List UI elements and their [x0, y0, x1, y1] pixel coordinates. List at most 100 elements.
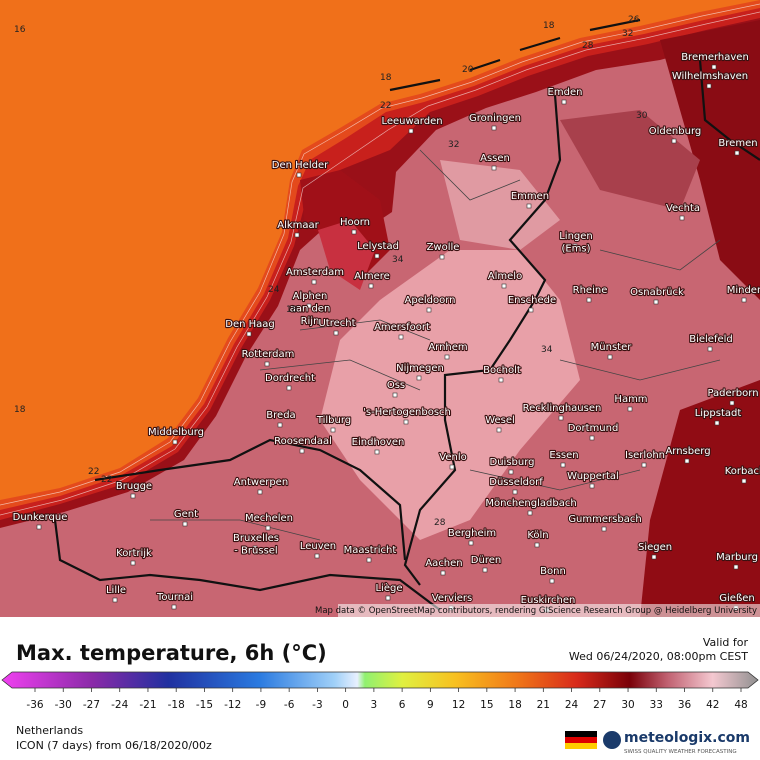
city-label: Lille [106, 585, 126, 596]
city-label: Bonn [540, 566, 566, 577]
colorbar-tick-label: -18 [168, 699, 185, 711]
city-marker [314, 553, 320, 559]
isotherm-label: 18 [14, 405, 26, 415]
city-label: Utrecht [318, 318, 355, 329]
city-label: aan den [290, 304, 331, 315]
city-label: Recklinghausen [523, 403, 602, 414]
city-marker [627, 406, 633, 412]
isotherm-label: 22 [101, 475, 112, 485]
city-marker [277, 422, 283, 428]
colorbar-tick-label: -3 [312, 699, 322, 711]
city-label: Rotterdam [242, 349, 295, 360]
isotherm-label: 30 [636, 111, 648, 121]
colorbar-tick-label: -36 [26, 699, 43, 711]
city-label: Düsseldorf [489, 477, 543, 488]
isotherm-label: 20 [462, 65, 474, 75]
isotherm-label: 18 [380, 73, 392, 83]
city-marker [252, 545, 258, 551]
isotherm-label: 22 [380, 101, 391, 111]
city-marker [607, 354, 613, 360]
city-marker [403, 419, 409, 425]
city-marker [729, 400, 735, 406]
city-label: Gummersbach [568, 514, 641, 525]
city-marker [130, 560, 136, 566]
city-label: Dortmund [568, 423, 619, 434]
slogan: SWISS QUALITY WEATHER FORECASTING [624, 749, 737, 755]
region: Netherlands [16, 724, 83, 737]
city-label: Brugge [116, 481, 152, 492]
city-label: Vechta [666, 203, 700, 214]
city-label: Wilhelmshaven [672, 71, 748, 82]
city-label: Arnsberg [665, 446, 710, 457]
city-marker [491, 125, 497, 131]
colorbar-tick-label: -12 [224, 699, 241, 711]
city-marker [741, 478, 747, 484]
city-label: Wuppertal [567, 471, 619, 482]
colorbar-tick-label: 42 [706, 699, 719, 711]
isotherm-label: 28 [582, 41, 594, 51]
model-run: ICON (7 days) from 06/18/2020/00z [16, 739, 212, 752]
city-marker [527, 510, 533, 516]
city-label: Gießen [719, 593, 754, 604]
city-label: Oss [387, 380, 405, 391]
city-marker [333, 330, 339, 336]
city-marker [706, 83, 712, 89]
city-label: Tilburg [316, 415, 351, 426]
colorbar-tick-label: 6 [399, 699, 406, 711]
city-marker [512, 489, 518, 495]
city-marker [549, 578, 555, 584]
city-label: Amersfoort [374, 322, 430, 333]
city-marker [491, 165, 497, 171]
colorbar-tick-label: -30 [55, 699, 72, 711]
city-marker [439, 254, 445, 260]
valid-time: Wed 06/24/2020, 08:00pm CEST [569, 650, 748, 663]
city-label: Siegen [638, 542, 672, 553]
city-marker [311, 279, 317, 285]
colorbar-tick-label: 33 [650, 699, 663, 711]
city-marker [306, 303, 312, 309]
city-marker [734, 150, 740, 156]
city-label: Liège [375, 582, 402, 594]
colorbar-tick-label: 21 [537, 699, 550, 711]
city-label: Bremerhaven [681, 52, 749, 63]
city-marker [385, 595, 391, 601]
city-label: Roosendaal [274, 436, 332, 447]
city-marker [408, 128, 414, 134]
city-label: Tournai [156, 592, 193, 603]
city-marker [392, 392, 398, 398]
city-label: Hoorn [340, 217, 370, 228]
city-label: Mechelen [245, 513, 293, 524]
city-marker [589, 483, 595, 489]
city-marker [449, 464, 455, 470]
city-label: Den Haag [225, 319, 275, 330]
city-marker [265, 525, 271, 531]
city-marker [468, 540, 474, 546]
city-marker [534, 542, 540, 548]
city-label: Bielefeld [689, 334, 733, 345]
city-label: Apeldoorn [405, 295, 456, 306]
city-label: Bremen [718, 138, 757, 149]
city-marker [501, 283, 507, 289]
city-marker [416, 375, 422, 381]
city-label: Antwerpen [234, 477, 288, 488]
city-label: Venlo [439, 452, 466, 463]
city-label: Verviers [432, 593, 473, 604]
colorbar-tick-label: 36 [678, 699, 692, 711]
city-label: Breda [266, 410, 295, 421]
city-marker [368, 283, 374, 289]
city-marker [440, 570, 446, 576]
title: Max. temperature, 6h (°C) [16, 641, 327, 665]
city-marker [601, 526, 607, 532]
city-label: Aachen [425, 558, 462, 569]
city-label: Euskirchen [521, 595, 576, 606]
city-label: Bergheim [448, 528, 496, 539]
isotherm-label: 26 [628, 15, 640, 25]
isotherm-label: 32 [448, 140, 459, 150]
city-marker [589, 435, 595, 441]
attribution: Map data © OpenStreetMap contributors, r… [315, 606, 757, 616]
city-marker [374, 449, 380, 455]
colorbar-tick-label: 24 [565, 699, 579, 711]
colorbar-tick-label: 48 [734, 699, 747, 711]
colorbar-tick-label: 9 [427, 699, 434, 711]
